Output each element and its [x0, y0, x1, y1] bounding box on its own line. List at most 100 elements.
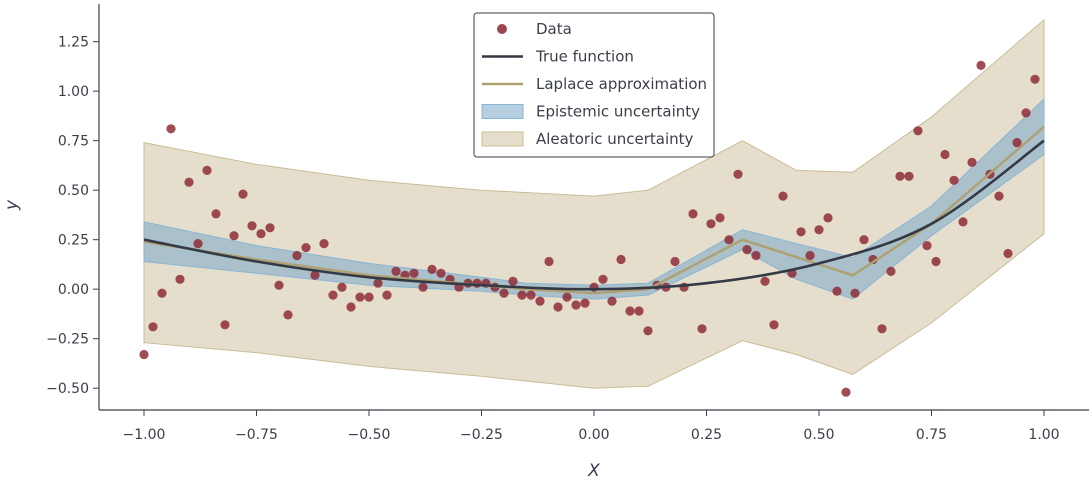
data-point	[760, 276, 770, 286]
y-tick-label: 0.50	[58, 183, 89, 199]
data-point	[670, 256, 680, 267]
data-point	[517, 290, 527, 300]
data-point	[850, 288, 860, 298]
x-tick-label: 1.00	[1028, 427, 1059, 443]
data-point	[751, 250, 761, 261]
legend-handle-epistemic	[481, 104, 524, 119]
legend-handle-data	[497, 24, 507, 34]
y-tick-label: −0.50	[46, 381, 89, 397]
legend-box	[473, 12, 715, 158]
x-tick-label: 0.00	[578, 427, 609, 443]
data-point	[535, 296, 545, 306]
data-point	[895, 171, 905, 181]
data-point	[1012, 138, 1022, 148]
legend-label: Aleatoric uncertainty	[536, 130, 694, 148]
axes-layer: −1.00 −0.75 −0.50 −0.25 0.00 0.25 0.50 0.75 1.00…	[46, 4, 1089, 443]
data-point	[526, 290, 536, 300]
data-point	[976, 60, 986, 70]
x-tick-label: 0.25	[691, 427, 722, 443]
y-tick-label: 1.25	[58, 35, 89, 51]
data-point	[643, 326, 653, 336]
data-point	[769, 320, 779, 330]
y-axis-label: y	[2, 199, 22, 211]
lines-layer	[143, 125, 1045, 295]
data-point	[841, 387, 851, 397]
data-point	[364, 292, 374, 302]
data-point	[706, 219, 716, 229]
data-point	[157, 288, 167, 298]
data-point	[337, 282, 347, 292]
data-point	[814, 225, 824, 235]
legend-label: Data	[536, 20, 572, 38]
data-point	[427, 264, 437, 274]
data-point	[913, 126, 923, 136]
data-point	[715, 213, 725, 223]
data-point	[553, 302, 563, 312]
data-point	[1030, 74, 1040, 84]
data-point	[688, 209, 698, 219]
data-point	[724, 235, 734, 245]
data-point	[274, 280, 284, 290]
x-tick-label: −0.75	[235, 427, 278, 443]
data-point	[346, 302, 356, 312]
data-points-layer	[139, 60, 1040, 397]
data-point	[166, 124, 176, 134]
data-point	[373, 278, 383, 288]
data-point	[949, 175, 959, 185]
data-point	[508, 276, 518, 286]
data-point	[1003, 248, 1013, 259]
data-point	[697, 324, 707, 334]
data-point	[778, 191, 788, 201]
data-point	[580, 298, 590, 308]
data-point	[139, 349, 149, 360]
data-point	[634, 306, 644, 316]
legend: Data True function Laplace approximation Ep…	[473, 12, 715, 158]
data-point	[823, 213, 833, 223]
data-point	[1021, 108, 1031, 118]
y-tick-label: 0.75	[58, 134, 89, 150]
legend-label: True function	[535, 48, 634, 66]
data-point	[607, 296, 617, 306]
data-point	[886, 266, 896, 276]
epistemic-uncertainty-band-layer	[143, 97, 1045, 300]
x-tick-label: −1.00	[123, 427, 166, 443]
data-point	[967, 157, 977, 167]
data-point	[265, 223, 275, 233]
data-point	[742, 245, 752, 255]
data-point	[418, 282, 428, 292]
x-tick-label: −0.25	[460, 427, 503, 443]
data-point	[355, 292, 365, 302]
x-tick-label: 0.75	[916, 427, 947, 443]
data-point	[310, 270, 320, 280]
data-point	[202, 165, 212, 175]
legend-label: Epistemic uncertainty	[536, 103, 700, 121]
data-point	[598, 274, 608, 284]
laplace-approximation-line	[143, 125, 1045, 295]
data-point	[256, 229, 266, 239]
legend-handle-aleatoric	[481, 131, 524, 147]
data-point	[796, 227, 806, 237]
data-point	[904, 171, 914, 181]
data-point	[499, 288, 509, 298]
data-point	[193, 239, 203, 249]
data-point	[229, 231, 239, 241]
data-point	[832, 286, 842, 296]
y-tick-label: 0.00	[58, 282, 89, 298]
data-point	[859, 235, 869, 245]
data-point	[382, 290, 392, 300]
data-point	[616, 254, 626, 265]
data-point	[247, 221, 257, 231]
epistemic-uncertainty-band	[143, 97, 1045, 300]
data-point	[625, 306, 635, 316]
data-point	[328, 290, 338, 300]
data-point	[877, 324, 887, 334]
data-point	[220, 320, 230, 330]
data-point	[211, 209, 221, 219]
data-point	[562, 292, 572, 302]
data-point	[175, 274, 185, 284]
y-tick-label: 1.00	[58, 84, 89, 100]
data-point	[805, 250, 815, 261]
data-point	[283, 310, 293, 320]
data-point	[571, 300, 581, 310]
